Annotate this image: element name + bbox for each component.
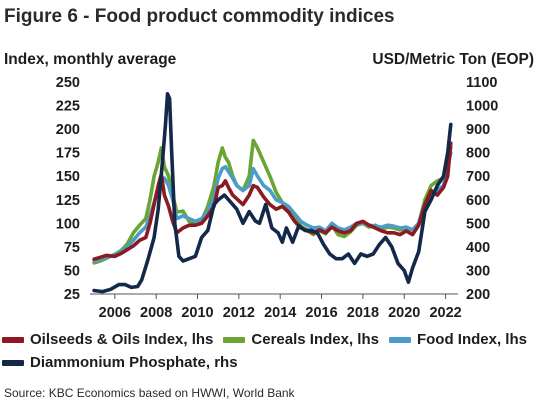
legend-swatch-food [388, 336, 411, 343]
y-left-tick-label-175: 175 [56, 146, 80, 162]
legend-label-food: Food Index, lhs [416, 331, 527, 348]
legend-swatch-dap [2, 359, 24, 366]
series-line-oilseeds-oils-index-lhs [92, 141, 453, 261]
line-chart: 2006 2008 2010 2012 2014 2016 2018 2020 2022 25 50… [56, 75, 498, 321]
y-right-tick-label-700: 700 [466, 169, 490, 185]
y-left-tick-label-100: 100 [56, 216, 80, 232]
legend-label-cereals: Cereals Index, lhs [251, 331, 379, 348]
y-right-tick-label-600: 600 [466, 193, 490, 209]
x-tick-label-2010: 2010 [181, 305, 213, 321]
y-left-tick-label-75: 75 [64, 240, 80, 256]
x-tick-label-2016: 2016 [305, 305, 337, 321]
y-left-tick-label-50: 50 [64, 263, 80, 279]
x-tick-label-2008: 2008 [140, 305, 172, 321]
left-axis-title: Index, monthly average [4, 51, 177, 68]
y-right-tick-label-300: 300 [466, 263, 490, 279]
y-right-tick-label-500: 500 [466, 216, 490, 232]
x-tick-label-2020: 2020 [388, 305, 420, 321]
y-right-tick-label-1000: 1000 [466, 99, 498, 115]
y-left-tick-label-25: 25 [64, 287, 80, 303]
legend-label-dap: Diammonium Phosphate, rhs [30, 354, 238, 371]
y-left-tick-label-125: 125 [56, 193, 80, 209]
legend-label-oilseeds: Oilseeds & Oils Index, lhs [30, 331, 214, 348]
x-tick-label-2012: 2012 [223, 305, 255, 321]
legend-item-cereals: Cereals Index, lhs [223, 331, 379, 348]
legend-swatch-oilseeds [2, 336, 24, 343]
source-note: Source: KBC Economics based on HWWI, Wor… [4, 386, 295, 400]
series-lines [92, 92, 453, 294]
x-tick-label-2006: 2006 [99, 305, 131, 321]
y-left-tick-label-250: 250 [56, 75, 80, 91]
y-left-tick-label-150: 150 [56, 169, 80, 185]
y-right-tick-label-200: 200 [466, 287, 490, 303]
series-line-cereals-index-lhs [92, 138, 453, 265]
y-right-tick-label-400: 400 [466, 240, 490, 256]
legend-item-oilseeds: Oilseeds & Oils Index, lhs [2, 331, 213, 348]
x-tick-label-2018: 2018 [347, 305, 379, 321]
series-line-diammonium-phosphate-rhs [92, 92, 453, 294]
right-axis-title: USD/Metric Ton (EOP) [372, 51, 534, 68]
y-right-tick-label-800: 800 [466, 146, 490, 162]
legend-row-2: Diammonium Phosphate, rhs [2, 351, 538, 374]
legend-row-1: Oilseeds & Oils Index, lhs Cereals Index… [2, 328, 538, 351]
axes: 2006 2008 2010 2012 2014 2016 2018 2020 2022 25 50… [56, 75, 498, 321]
y-left-tick-label-225: 225 [56, 99, 80, 115]
x-tick-label-2014: 2014 [264, 305, 296, 321]
y-right-tick-label-1100: 1100 [466, 75, 497, 91]
legend-swatch-cereals [223, 336, 246, 343]
legend: Oilseeds & Oils Index, lhs Cereals Index… [2, 328, 538, 374]
x-tick-label-2022: 2022 [429, 305, 461, 321]
legend-item-food: Food Index, lhs [388, 331, 527, 348]
y-left-tick-label-200: 200 [56, 122, 80, 138]
chart-title: Figure 6 - Food product commodity indice… [4, 6, 395, 27]
y-right-tick-label-900: 900 [466, 122, 490, 138]
legend-item-dap: Diammonium Phosphate, rhs [2, 354, 238, 371]
